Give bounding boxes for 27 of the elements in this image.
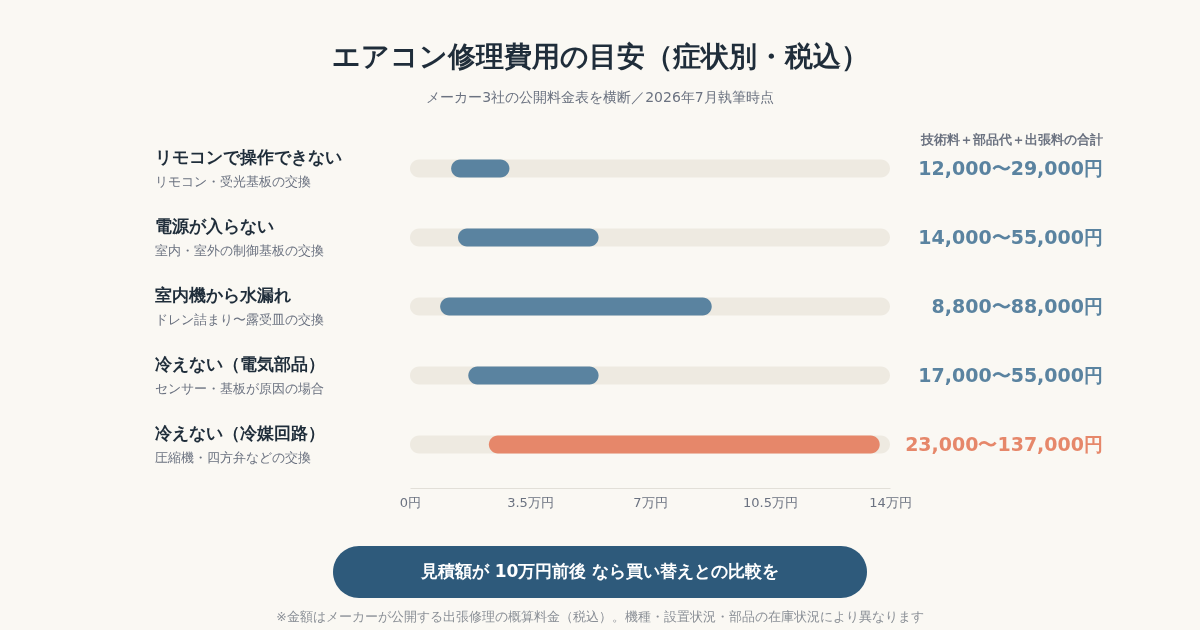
text: 見積額が 10万円前後 なら買い替えとの比較を [419, 561, 780, 581]
text: リモコン・受光基板の交換 [155, 173, 311, 189]
chart-title: エアコン修理費用の目安（症状別・税込） [331, 40, 869, 73]
y-tick-label: リモコンで操作できない [155, 146, 342, 167]
text: 14,000〜55,000円 [918, 225, 1103, 248]
y-tick-label: 電源が入らない [155, 215, 274, 236]
text: センサー・基板が原因の場合 [155, 380, 324, 396]
x-tick-label: 10.5万円 [743, 494, 798, 510]
text: 室内・室外の制御基板の交換 [155, 242, 324, 258]
y-tick-label: 冷えない（冷媒回路） [155, 422, 325, 443]
chart-subtitle: メーカー3社の公開料金表を横断／2026年7月執筆時点 [426, 89, 774, 105]
x-tick-label: 3.5万円 [507, 494, 554, 510]
text: ※金額はメーカーが公開する出張修理の概算料金（税込）。機種・設置状況・部品の在庫状況により異なります [276, 609, 924, 624]
bar [458, 228, 599, 247]
x-tick-label: 7万円 [633, 494, 668, 510]
y-tick-label: 室内機から水漏れ [155, 284, 291, 305]
x-tick-label: 0円 [399, 494, 422, 510]
y-tick-label: 冷えない（電気部品） [155, 353, 325, 374]
text: 12,000〜29,000円 [918, 156, 1103, 179]
x-tick-label: 14万円 [869, 494, 912, 510]
text: 23,000〜137,000円 [905, 432, 1103, 455]
text: 技術料＋部品代＋出張料の合計 [920, 132, 1103, 147]
bar [468, 366, 599, 385]
text: ドレン詰まり〜露受皿の交換 [155, 311, 324, 327]
text: 17,000〜55,000円 [918, 363, 1103, 386]
text: 8,800〜88,000円 [931, 294, 1103, 317]
text: 圧縮機・四方弁などの交換 [155, 449, 311, 465]
